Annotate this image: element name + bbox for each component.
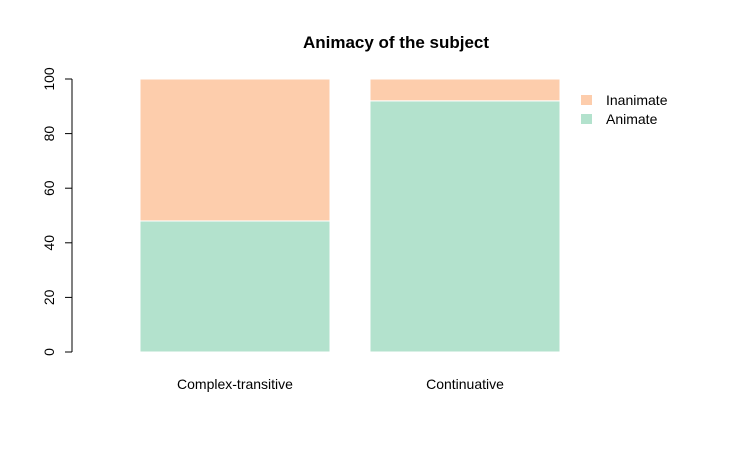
legend-swatch bbox=[581, 114, 592, 124]
bar-segment-animate bbox=[369, 100, 561, 353]
bar-segment-animate bbox=[139, 220, 331, 353]
legend-swatch bbox=[581, 95, 592, 105]
x-axis-labels: Complex-transitive Continuative bbox=[177, 376, 504, 392]
legend-label: Animate bbox=[606, 111, 658, 127]
y-tick-label: 80 bbox=[41, 126, 57, 142]
y-tick-label: 20 bbox=[41, 289, 57, 305]
y-tick-label: 0 bbox=[41, 348, 57, 356]
legend-label: Inanimate bbox=[606, 92, 668, 108]
y-tick-label: 60 bbox=[41, 180, 57, 196]
x-category-label: Complex-transitive bbox=[177, 376, 293, 392]
bars bbox=[139, 78, 561, 353]
legend: Inanimate Animate bbox=[581, 92, 668, 127]
y-tick-label: 40 bbox=[41, 235, 57, 251]
y-axis: 0 20 40 60 80 100 bbox=[41, 67, 73, 356]
chart-title: Animacy of the subject bbox=[303, 33, 489, 52]
y-tick-label: 100 bbox=[41, 67, 57, 91]
bar-segment-inanimate bbox=[369, 78, 561, 102]
x-category-label: Continuative bbox=[426, 376, 504, 392]
bar-segment-inanimate bbox=[139, 78, 331, 222]
